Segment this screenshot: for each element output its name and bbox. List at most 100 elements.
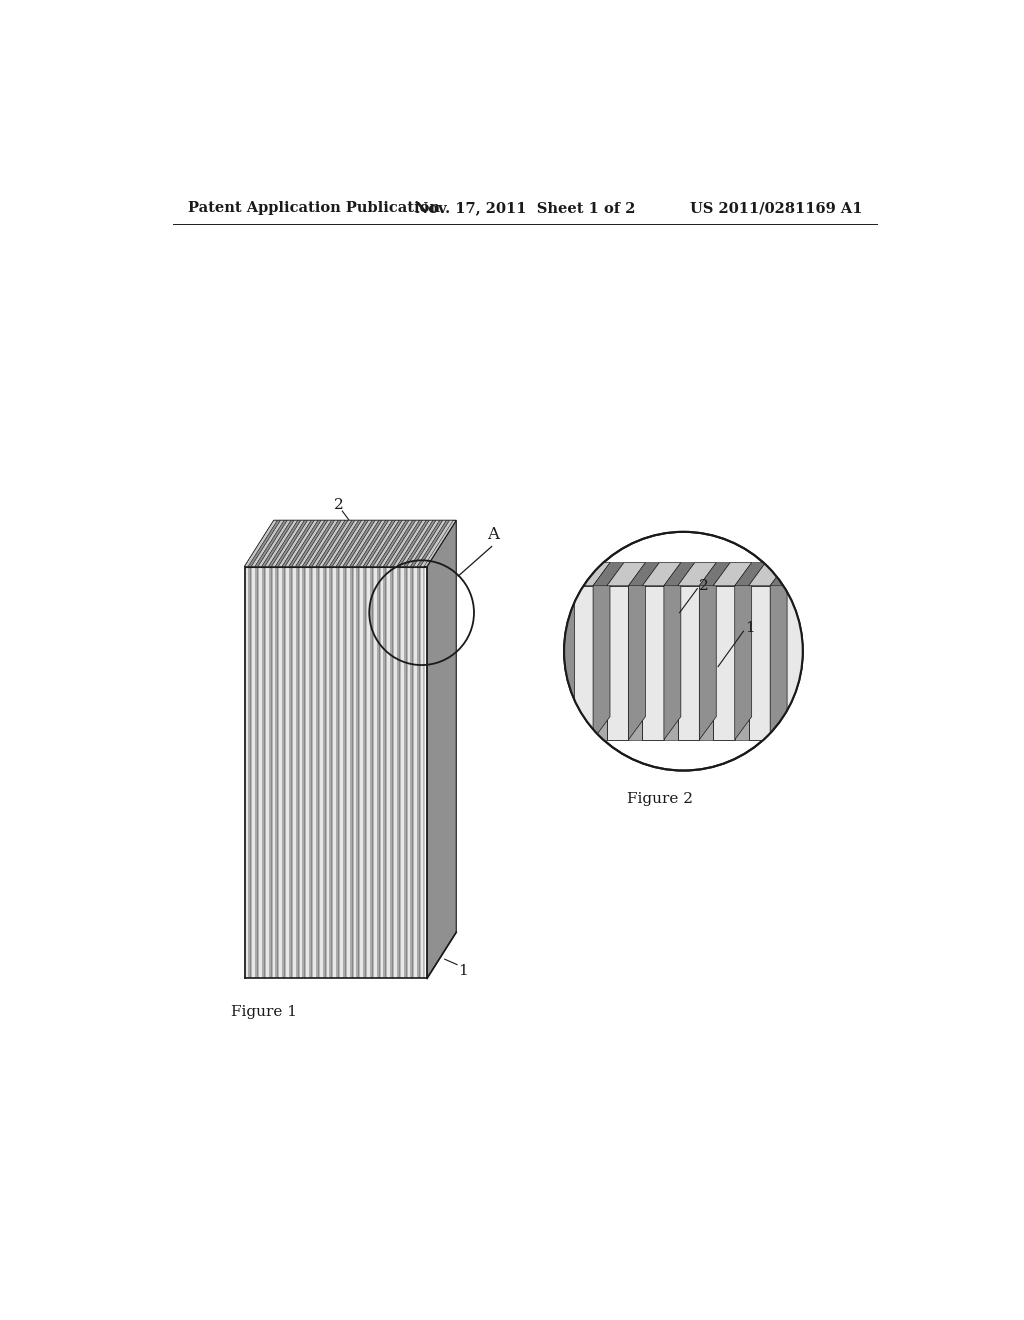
Polygon shape	[305, 520, 338, 566]
Circle shape	[564, 532, 803, 771]
Polygon shape	[537, 562, 574, 586]
Polygon shape	[699, 586, 713, 739]
Polygon shape	[315, 566, 318, 978]
Polygon shape	[289, 566, 292, 978]
Polygon shape	[678, 586, 699, 739]
Polygon shape	[558, 562, 574, 739]
Polygon shape	[414, 520, 446, 566]
Polygon shape	[420, 520, 454, 566]
Polygon shape	[302, 520, 335, 566]
Polygon shape	[417, 566, 420, 978]
Polygon shape	[629, 562, 659, 586]
Polygon shape	[330, 566, 333, 978]
Polygon shape	[367, 520, 399, 566]
Polygon shape	[383, 566, 386, 978]
Polygon shape	[390, 566, 393, 978]
Polygon shape	[403, 566, 407, 978]
Polygon shape	[289, 520, 322, 566]
Polygon shape	[349, 566, 352, 978]
Polygon shape	[364, 566, 367, 978]
Polygon shape	[397, 520, 429, 566]
Polygon shape	[309, 520, 341, 566]
Polygon shape	[380, 520, 413, 566]
Text: 2: 2	[334, 498, 343, 512]
Polygon shape	[330, 520, 361, 566]
Polygon shape	[359, 566, 364, 978]
Polygon shape	[364, 520, 395, 566]
Polygon shape	[282, 520, 314, 566]
Polygon shape	[386, 520, 420, 566]
Polygon shape	[318, 566, 323, 978]
Polygon shape	[403, 520, 436, 566]
Polygon shape	[312, 566, 315, 978]
Polygon shape	[359, 520, 392, 566]
Polygon shape	[296, 520, 328, 566]
Polygon shape	[265, 566, 268, 978]
Polygon shape	[770, 562, 787, 739]
Polygon shape	[279, 566, 282, 978]
Polygon shape	[282, 566, 285, 978]
Polygon shape	[664, 562, 694, 586]
Text: US 2011/0281169 A1: US 2011/0281169 A1	[689, 202, 862, 215]
Polygon shape	[336, 566, 339, 978]
Polygon shape	[593, 586, 607, 739]
Polygon shape	[393, 520, 426, 566]
Polygon shape	[373, 566, 377, 978]
Polygon shape	[806, 562, 822, 739]
Polygon shape	[265, 520, 298, 566]
Polygon shape	[292, 520, 325, 566]
Polygon shape	[386, 566, 390, 978]
Polygon shape	[326, 566, 330, 978]
Polygon shape	[349, 520, 382, 566]
Polygon shape	[770, 586, 784, 739]
Polygon shape	[339, 520, 372, 566]
Polygon shape	[305, 566, 309, 978]
Polygon shape	[699, 562, 716, 739]
Polygon shape	[279, 520, 311, 566]
Polygon shape	[271, 566, 275, 978]
Polygon shape	[593, 562, 610, 739]
Polygon shape	[400, 566, 403, 978]
Polygon shape	[258, 520, 291, 566]
Polygon shape	[393, 566, 397, 978]
Polygon shape	[367, 566, 370, 978]
Polygon shape	[352, 566, 356, 978]
Polygon shape	[271, 520, 304, 566]
Polygon shape	[258, 566, 262, 978]
Polygon shape	[370, 566, 373, 978]
Text: Patent Application Publication: Patent Application Publication	[188, 202, 440, 215]
Polygon shape	[373, 520, 406, 566]
Polygon shape	[333, 520, 366, 566]
Polygon shape	[370, 520, 402, 566]
Polygon shape	[312, 520, 345, 566]
Polygon shape	[629, 586, 642, 739]
Text: 1: 1	[745, 622, 755, 635]
Polygon shape	[607, 562, 645, 586]
Polygon shape	[607, 586, 629, 739]
Polygon shape	[356, 566, 359, 978]
Text: A: A	[487, 525, 500, 543]
Polygon shape	[356, 520, 389, 566]
Polygon shape	[664, 562, 681, 739]
Polygon shape	[390, 520, 423, 566]
Polygon shape	[784, 586, 806, 739]
Polygon shape	[664, 586, 678, 739]
Polygon shape	[400, 520, 433, 566]
Polygon shape	[323, 566, 326, 978]
Polygon shape	[749, 586, 770, 739]
Polygon shape	[248, 520, 281, 566]
Polygon shape	[735, 562, 766, 586]
Polygon shape	[285, 520, 318, 566]
Polygon shape	[558, 562, 589, 586]
Polygon shape	[427, 520, 457, 978]
Polygon shape	[713, 562, 752, 586]
Polygon shape	[251, 566, 255, 978]
Polygon shape	[255, 520, 288, 566]
Polygon shape	[678, 562, 716, 586]
Polygon shape	[571, 562, 610, 586]
Polygon shape	[749, 562, 787, 586]
Polygon shape	[629, 562, 645, 739]
Polygon shape	[346, 520, 379, 566]
Polygon shape	[407, 566, 411, 978]
Polygon shape	[248, 566, 251, 978]
